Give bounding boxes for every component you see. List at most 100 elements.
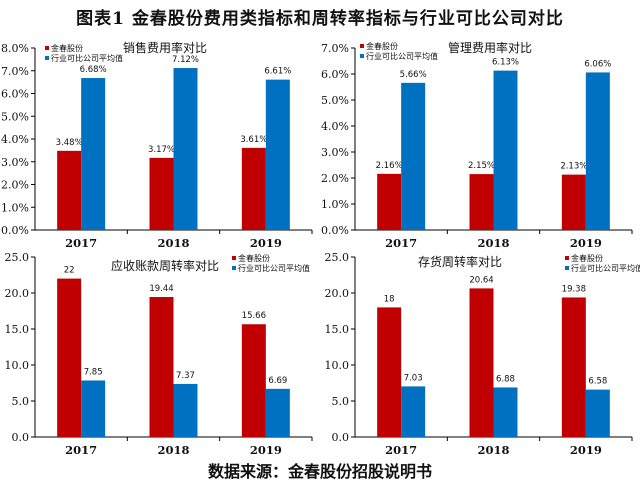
legend-label: 金春股份 bbox=[238, 253, 270, 263]
legend-swatch bbox=[45, 46, 49, 50]
y-tick-label: 1.0% bbox=[1, 201, 29, 214]
x-tick-label: 2018 bbox=[157, 236, 189, 250]
bar-industry bbox=[173, 383, 198, 437]
bar-company bbox=[469, 288, 494, 437]
x-tick-label: 2017 bbox=[65, 443, 97, 457]
x-tick-label: 2019 bbox=[570, 443, 602, 457]
bar-company bbox=[377, 173, 402, 230]
y-tick-label: 10.0 bbox=[325, 359, 350, 372]
bar-company bbox=[561, 297, 586, 437]
x-tick-label: 2017 bbox=[65, 236, 97, 250]
legend-label: 金春股份 bbox=[571, 253, 603, 263]
data-label: 6.69 bbox=[268, 376, 287, 386]
y-tick-label: 0.0% bbox=[1, 224, 29, 237]
x-tick-label: 2019 bbox=[250, 236, 282, 250]
bar-industry bbox=[265, 388, 290, 437]
data-label: 2.13% bbox=[560, 162, 587, 172]
data-label: 5.66% bbox=[400, 70, 427, 80]
legend-swatch bbox=[45, 56, 49, 60]
y-tick-label: 15.0 bbox=[325, 323, 350, 336]
bar-company bbox=[149, 157, 174, 230]
bar-company bbox=[377, 307, 402, 437]
chart-title: 管理费用率对比 bbox=[448, 40, 532, 55]
data-label: 6.88 bbox=[496, 374, 515, 384]
y-tick-label: 5.0% bbox=[1, 110, 29, 123]
y-tick-label: 5.0% bbox=[321, 94, 349, 107]
chart-title: 销售费用率对比 bbox=[123, 40, 207, 55]
legend-swatch bbox=[565, 266, 569, 270]
y-tick-label: 25.0 bbox=[5, 251, 30, 264]
y-tick-label: 6.0% bbox=[321, 68, 349, 81]
bar-industry bbox=[585, 72, 610, 230]
bar-company bbox=[469, 174, 494, 230]
x-tick-label: 2019 bbox=[570, 236, 602, 250]
data-label: 6.68% bbox=[80, 65, 107, 75]
data-label: 7.03 bbox=[404, 373, 423, 383]
y-tick-label: 7.0% bbox=[1, 65, 29, 78]
bar-industry bbox=[401, 386, 426, 437]
y-tick-label: 0.0 bbox=[332, 431, 350, 444]
data-label: 2.15% bbox=[468, 161, 495, 171]
bar-industry bbox=[265, 79, 290, 230]
legend-label: 行业可比公司平均值 bbox=[366, 51, 438, 61]
y-tick-label: 0.0 bbox=[12, 431, 30, 444]
data-label: 6.13% bbox=[492, 58, 519, 68]
legend-swatch bbox=[360, 44, 364, 48]
data-label: 7.12% bbox=[172, 55, 199, 65]
x-tick-label: 2019 bbox=[250, 443, 282, 457]
legend-label: 金春股份 bbox=[366, 41, 398, 51]
data-label: 2.16% bbox=[376, 161, 403, 171]
y-tick-label: 7.0% bbox=[321, 42, 349, 55]
y-tick-label: 5.0 bbox=[332, 395, 350, 408]
bar-industry bbox=[401, 82, 426, 230]
data-label: 3.48% bbox=[56, 138, 83, 148]
y-tick-label: 6.0% bbox=[1, 88, 29, 101]
legend-swatch bbox=[565, 256, 569, 260]
bar-company bbox=[561, 174, 586, 230]
bar-industry bbox=[493, 70, 518, 231]
data-label: 6.58 bbox=[588, 377, 607, 387]
y-tick-label: 4.0% bbox=[1, 133, 29, 146]
y-tick-label: 5.0 bbox=[12, 395, 30, 408]
bar-company bbox=[241, 147, 266, 230]
y-tick-label: 20.0 bbox=[325, 287, 350, 300]
y-tick-label: 2.0% bbox=[1, 179, 29, 192]
y-tick-label: 3.0% bbox=[321, 146, 349, 159]
legend-swatch bbox=[360, 54, 364, 58]
y-tick-label: 8.0% bbox=[1, 42, 29, 55]
y-tick-label: 2.0% bbox=[321, 172, 349, 185]
y-tick-label: 20.0 bbox=[5, 287, 30, 300]
data-label: 6.61% bbox=[264, 67, 291, 77]
x-tick-label: 2018 bbox=[157, 443, 189, 457]
data-label: 3.61% bbox=[240, 135, 267, 145]
bar-industry bbox=[585, 389, 610, 437]
data-label: 7.37 bbox=[176, 371, 195, 381]
data-label: 18 bbox=[384, 294, 395, 304]
chart-title: 应收账款周转率对比 bbox=[111, 258, 219, 273]
bar-company bbox=[57, 278, 82, 437]
legend-swatch bbox=[232, 266, 236, 270]
bar-company bbox=[57, 150, 82, 230]
legend-label: 行业可比公司平均值 bbox=[238, 263, 310, 273]
x-tick-label: 2018 bbox=[477, 443, 509, 457]
y-tick-label: 4.0% bbox=[321, 120, 349, 133]
figure-source: 数据来源：金春股份招股说明书 bbox=[207, 462, 432, 481]
y-tick-label: 0.0% bbox=[321, 224, 349, 237]
data-label: 19.44 bbox=[149, 284, 173, 294]
chart-title: 存货周转率对比 bbox=[418, 254, 502, 269]
data-label: 20.64 bbox=[469, 275, 493, 285]
bar-company bbox=[149, 297, 174, 437]
figure-title: 图表1 金春股份费用类指标和周转率指标与行业可比公司对比 bbox=[76, 9, 564, 29]
y-tick-label: 10.0 bbox=[5, 359, 30, 372]
data-label: 7.85 bbox=[84, 367, 103, 377]
data-label: 15.66 bbox=[242, 311, 266, 321]
y-tick-label: 1.0% bbox=[321, 198, 349, 211]
data-label: 3.17% bbox=[148, 145, 175, 155]
bar-industry bbox=[493, 387, 518, 437]
data-label: 19.38 bbox=[562, 284, 586, 294]
data-label: 6.06% bbox=[584, 59, 611, 69]
x-tick-label: 2018 bbox=[477, 236, 509, 250]
legend-label: 行业可比公司平均值 bbox=[571, 263, 640, 273]
data-label: 22 bbox=[64, 266, 75, 276]
